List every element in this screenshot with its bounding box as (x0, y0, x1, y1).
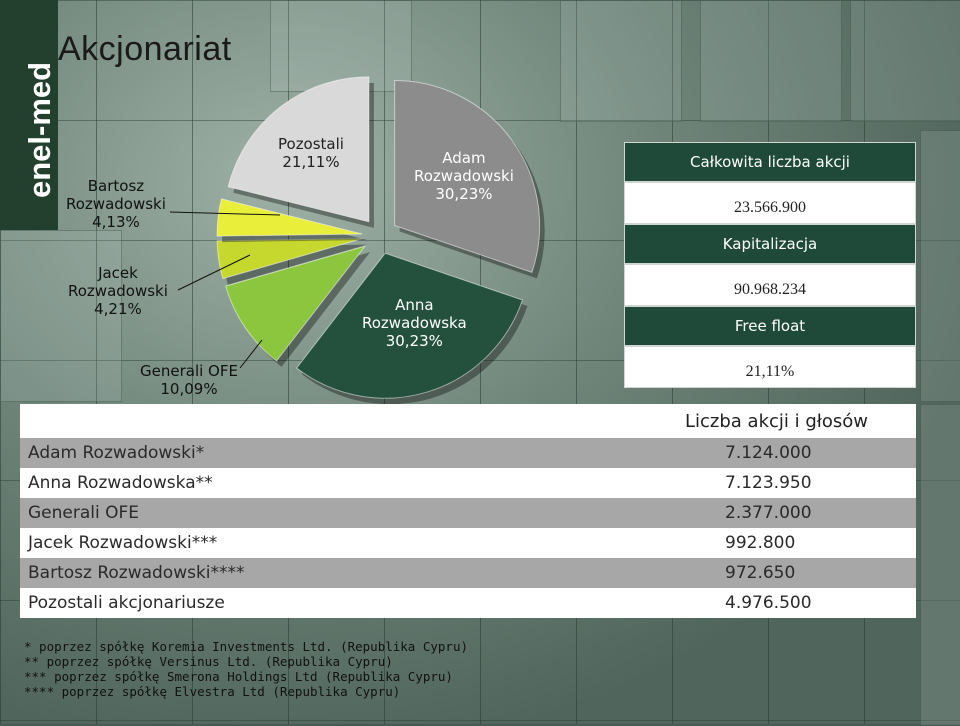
enel-med-logo: enel-med (26, 62, 56, 198)
row-name: Generali OFE (28, 503, 140, 523)
pie-slice-generali (225, 245, 367, 362)
table-header: Liczba akcji i głosów (20, 404, 916, 438)
leader-line-jacek (177, 254, 251, 291)
row-value: 4.976.500 (725, 593, 812, 613)
label-bartosz-last: Rozwadowski (66, 195, 166, 213)
brand-strip: enel-med (0, 0, 58, 230)
row-name: Pozostali akcjonariusze (28, 593, 225, 613)
pie-slice-bartosz (216, 198, 363, 237)
background-tile (700, 0, 842, 122)
label-pozostali-name: Pozostali (278, 135, 344, 153)
label-generali-name: Generali OFE (140, 362, 238, 380)
table-row: Adam Rozwadowski* 7.124.000 (20, 438, 916, 468)
pie-chart (169, 76, 545, 404)
label-pozostali: Pozostali 21,11% (278, 135, 344, 171)
background-tile (920, 130, 960, 402)
background-tile (560, 0, 682, 122)
table-row: Pozostali akcjonariusze 4.976.500 (20, 588, 916, 618)
label-generali-pct: 10,09% (160, 380, 218, 398)
leader-line-generali (239, 339, 263, 369)
label-bartosz: Bartosz Rozwadowski 4,13% (66, 177, 166, 231)
page-title: Akcjonariat (58, 30, 232, 68)
row-name: Anna Rozwadowska** (28, 473, 213, 493)
label-anna-last: Rozwadowska (362, 314, 467, 332)
pie-slice-jacek (216, 238, 363, 280)
background-tile (920, 404, 960, 726)
pie-slice-adam (394, 80, 541, 273)
total-shares-value: 23.566.900 (624, 182, 916, 224)
pie-slice-anna (295, 252, 524, 399)
capitalization-label: Kapitalizacja (624, 224, 916, 264)
svg-text:enel-med: enel-med (26, 62, 56, 198)
table-header-label: Liczba akcji i głosów (684, 411, 868, 432)
label-jacek-last: Rozwadowski (68, 282, 168, 300)
footnote: *** poprzez spółkę Smerona Holdings Ltd … (24, 669, 453, 684)
label-adam: Adam Rozwadowski 30,23% (414, 149, 514, 203)
free-float-label: Free float (624, 306, 916, 346)
capitalization-value: 90.968.234 (624, 264, 916, 306)
background-tile (270, 0, 412, 92)
label-jacek-first: Jacek (98, 264, 138, 282)
background-tile (0, 230, 122, 402)
row-value: 972.650 (725, 563, 796, 583)
label-adam-pct: 30,23% (435, 185, 493, 203)
label-adam-first: Adam (442, 149, 486, 167)
table-row: Jacek Rozwadowski*** 992.800 (20, 528, 916, 558)
table-row: Anna Rozwadowska** 7.123.950 (20, 468, 916, 498)
footnote: ** poprzez spółkę Versinus Ltd. (Republi… (24, 654, 393, 669)
footnote: **** poprzez spółkę Elvestra Ltd (Republ… (24, 684, 401, 699)
free-float-value: 21,11% (624, 346, 916, 388)
background-tile (850, 0, 960, 122)
table-row: Generali OFE 2.377.000 (20, 498, 916, 528)
label-bartosz-pct: 4,13% (92, 213, 140, 231)
row-value: 2.377.000 (725, 503, 812, 523)
share-info-panel: Całkowita liczba akcji 23.566.900 Kapita… (624, 142, 916, 388)
row-value: 992.800 (725, 533, 796, 553)
total-shares-label: Całkowita liczba akcji (624, 142, 916, 182)
label-anna-first: Anna (395, 296, 434, 314)
label-jacek: Jacek Rozwadowski 4,21% (68, 264, 168, 318)
row-name: Jacek Rozwadowski*** (28, 533, 218, 553)
shareholder-table: Liczba akcji i głosów Adam Rozwadowski* … (20, 404, 916, 618)
row-value: 7.124.000 (725, 443, 812, 463)
label-bartosz-first: Bartosz (87, 177, 145, 195)
footnotes: * poprzez spółkę Koremia Investments Ltd… (24, 639, 468, 699)
label-anna-pct: 30,23% (385, 332, 443, 350)
label-anna: Anna Rozwadowska 30,23% (362, 296, 467, 350)
leader-line-bartosz (169, 211, 281, 216)
footnote: * poprzez spółkę Koremia Investments Ltd… (24, 639, 469, 654)
table-row: Bartosz Rozwadowski**** 972.650 (20, 558, 916, 588)
row-name: Adam Rozwadowski* (28, 443, 205, 463)
label-jacek-pct: 4,21% (94, 300, 142, 318)
row-value: 7.123.950 (725, 473, 812, 493)
label-generali: Generali OFE 10,09% (140, 362, 238, 398)
label-adam-last: Rozwadowski (414, 167, 514, 185)
row-name: Bartosz Rozwadowski**** (28, 563, 245, 583)
label-pozostali-pct: 21,11% (282, 153, 340, 171)
pie-slice-pozostali (227, 76, 370, 223)
